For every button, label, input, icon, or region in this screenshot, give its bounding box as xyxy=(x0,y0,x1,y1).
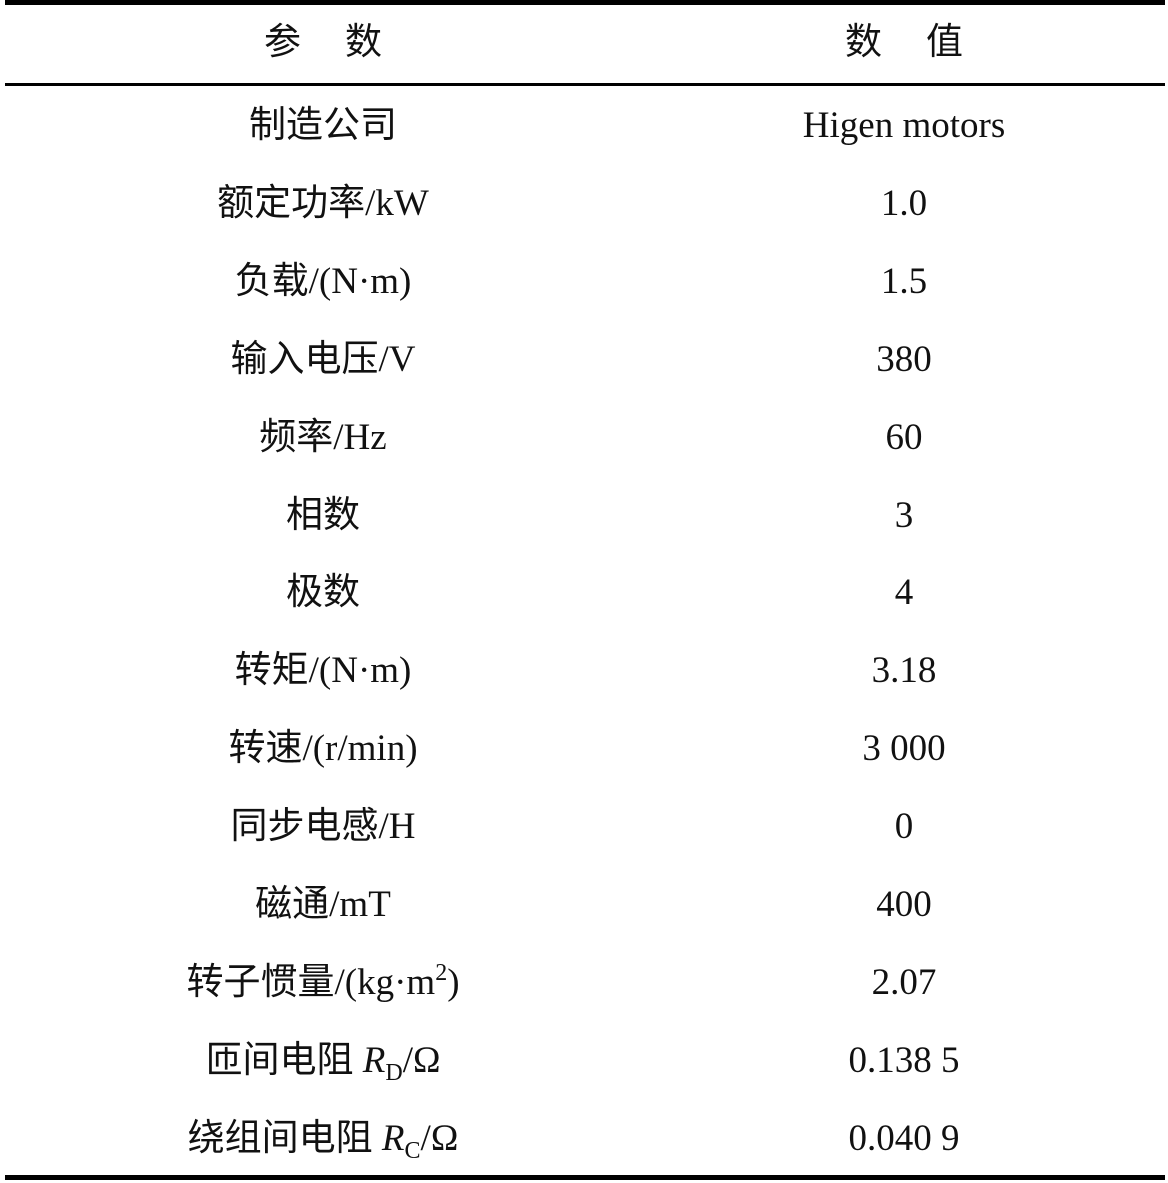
value-cell: 400 xyxy=(876,884,932,925)
value-cell: 2.07 xyxy=(871,961,937,1003)
parameter-cell: 极数 xyxy=(23,554,623,632)
table-row: 额定功率/kW 1.0 xyxy=(0,165,1168,243)
table-top-rule xyxy=(5,0,1165,5)
table-row: 输入电压/V 380 xyxy=(0,321,1168,399)
value-cell: 1.5 xyxy=(880,260,928,302)
value-cell: 3 000 xyxy=(862,728,946,770)
table-row: 频率/Hz 60 xyxy=(0,399,1168,477)
table-row: 制造公司 Higen motors xyxy=(0,87,1168,165)
parameter-cell: 磁通/mT xyxy=(23,866,623,944)
header-parameter-char: 数 xyxy=(345,22,382,63)
parameter-label-part: D xyxy=(385,1059,403,1086)
parameter-label-part: 绕组间电阻 xyxy=(187,1117,382,1159)
table-row: 转子惯量/(kg·m2) 2.07 xyxy=(0,944,1168,1022)
parameter-label-part: C xyxy=(404,1137,421,1164)
header-parameter-char: 参 xyxy=(264,22,301,63)
parameter-label-part: /Ω xyxy=(402,1039,441,1081)
parameter-label-part: R xyxy=(362,1039,386,1081)
parameter-cell: 输入电压/V xyxy=(23,321,623,399)
parameter-label-part: 转矩/(N·m) xyxy=(234,650,412,692)
value-cell: 3 xyxy=(894,494,914,536)
parameter-cell: 转速/(r/min) xyxy=(23,710,623,788)
table-row: 极数 4 xyxy=(0,554,1168,632)
value-cell: 60 xyxy=(885,416,923,458)
value-cell: 0.138 5 xyxy=(848,1039,960,1081)
table-row: 同步电感/H 0 xyxy=(0,788,1168,866)
table-row: 匝间电阻 RD/Ω 0.138 5 xyxy=(0,1022,1168,1100)
parameter-cell: 额定功率/kW xyxy=(23,165,623,243)
parameter-label-part: 磁通/mT xyxy=(255,884,391,925)
table-header-rule xyxy=(5,83,1165,86)
header-value-char: 值 xyxy=(926,22,963,63)
table-row: 负载/(N·m) 1.5 xyxy=(0,243,1168,321)
table-row: 转速/(r/min) 3 000 xyxy=(0,710,1168,788)
parameter-label-part: R xyxy=(381,1117,405,1159)
value-cell: 3.18 xyxy=(871,650,937,692)
value-cell: 4 xyxy=(894,572,914,614)
value-cell: 0 xyxy=(894,806,914,848)
parameter-label-part: 极数 xyxy=(286,572,360,614)
table-row: 相数 3 xyxy=(0,477,1168,555)
header-value-char: 数 xyxy=(845,22,882,63)
parameter-cell: 转子惯量/(kg·m2) xyxy=(23,944,623,1022)
parameter-label-part: 负载/(N·m) xyxy=(234,260,412,302)
parameter-cell: 相数 xyxy=(23,477,623,555)
table-row: 转矩/(N·m) 3.18 xyxy=(0,632,1168,710)
parameter-cell: 制造公司 xyxy=(23,87,623,165)
parameter-label-part: 额定功率/kW xyxy=(217,182,429,224)
parameter-label-part: 转速/(r/min) xyxy=(228,728,418,770)
parameter-label-part: ) xyxy=(447,961,460,1003)
parameter-label-part: 同步电感/H xyxy=(230,806,416,848)
parameter-label-part: /Ω xyxy=(420,1117,459,1159)
parameter-cell: 频率/Hz xyxy=(23,399,623,477)
parameter-label-part: 输入电压/V xyxy=(230,338,416,380)
parameter-cell: 绕组间电阻 RC/Ω xyxy=(23,1100,623,1178)
table-row: 磁通/mT 400 xyxy=(0,866,1168,944)
table-bottom-rule xyxy=(5,1175,1165,1180)
parameter-label-part: 匝间电阻 xyxy=(205,1039,363,1081)
parameter-cell: 转矩/(N·m) xyxy=(23,632,623,710)
table-row: 绕组间电阻 RC/Ω 0.040 9 xyxy=(0,1100,1168,1178)
parameter-label-part: 频率/Hz xyxy=(259,416,387,458)
parameter-cell: 匝间电阻 RD/Ω xyxy=(23,1022,623,1100)
parameter-label-part: 相数 xyxy=(286,494,360,536)
value-cell: Higen motors xyxy=(802,105,1006,146)
parameter-label-part: 2 xyxy=(435,959,448,986)
parameter-cell: 同步电感/H xyxy=(23,788,623,866)
parameter-label-part: 制造公司 xyxy=(249,105,397,146)
parameter-cell: 负载/(N·m) xyxy=(23,243,623,321)
value-cell: 0.040 9 xyxy=(848,1117,960,1159)
table-header-row: 参数 数值 xyxy=(0,4,1168,82)
value-cell: 1.0 xyxy=(880,182,928,224)
header-parameter: 参数 xyxy=(23,4,623,82)
value-cell: 380 xyxy=(876,338,932,380)
parameter-label-part: 转子惯量/(kg·m xyxy=(186,961,436,1003)
header-value: 数值 xyxy=(604,4,1168,82)
